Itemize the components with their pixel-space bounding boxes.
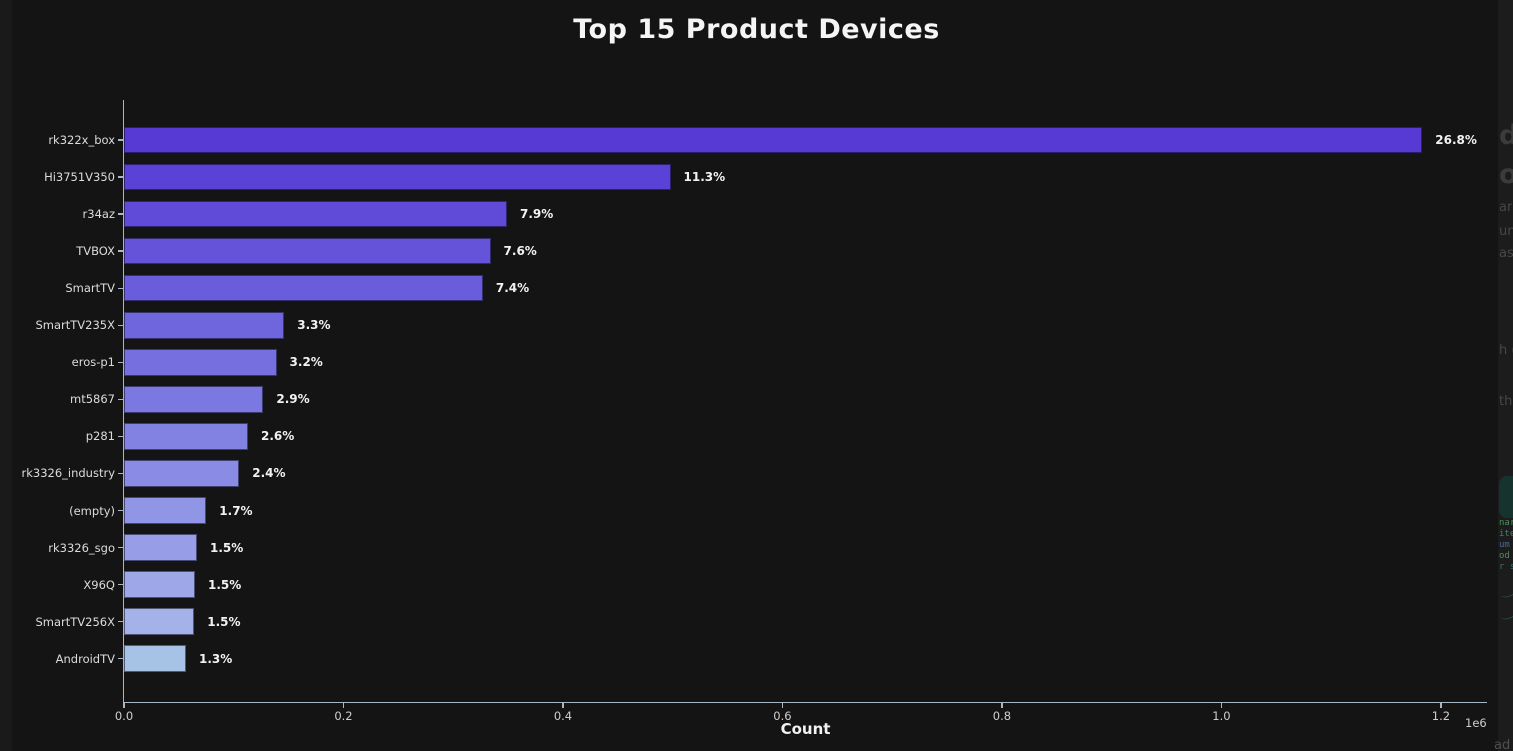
y-tick (118, 509, 123, 512)
bar-value-label: 3.3% (297, 318, 331, 333)
bar-value-label: 3.2% (289, 355, 323, 370)
teal-card-fragment (1499, 476, 1513, 518)
bar-value-label: 7.4% (495, 281, 530, 296)
heading-text-fragment: d (1499, 120, 1513, 151)
y-tick (118, 213, 123, 215)
chart-title: Top 15 Product Devices (573, 14, 940, 45)
x-tick-label: 0.6 (773, 709, 792, 723)
bar (124, 497, 207, 524)
bar (124, 312, 285, 339)
y-tick (118, 620, 123, 623)
x-tick (342, 703, 345, 708)
bar-value-label: 1.5% (209, 540, 244, 555)
x-tick (123, 703, 125, 708)
y-tick (118, 546, 123, 549)
left-margin-strip (0, 0, 12, 751)
x-tick (1440, 703, 1442, 708)
y-tick (118, 361, 123, 363)
bar (124, 608, 195, 635)
bar-value-label: 1.7% (219, 503, 253, 518)
body-text-fragment: un (1499, 224, 1513, 239)
x-tick-label: 0.0 (114, 709, 134, 723)
bar-category-label: rk3326_sgo (48, 540, 115, 555)
x-tick-label: 1.2 (1431, 709, 1451, 723)
code-doodle-line (1499, 585, 1513, 600)
y-tick (118, 176, 123, 178)
body-text-fragment: h ( (1499, 343, 1513, 358)
bar (124, 274, 483, 302)
x-tick-label: 0.4 (553, 709, 573, 723)
bar-category-label: (empty) (69, 503, 115, 518)
y-tick (118, 287, 123, 289)
corner-text-fragment: ad (1494, 738, 1511, 751)
y-tick (118, 398, 123, 401)
bar-value-label: 2.4% (252, 466, 286, 481)
code-text-fragment: um (1499, 540, 1510, 550)
code-text-fragment: od (1499, 551, 1510, 561)
bar-category-label: SmartTV235X (35, 318, 115, 333)
bar-category-label: Hi3751V350 (44, 170, 115, 185)
bar-category-label: eros-p1 (71, 355, 115, 370)
heading-text-fragment: o (1499, 159, 1513, 190)
bar (124, 645, 186, 672)
bar-value-label: 7.6% (503, 244, 537, 259)
bar (124, 386, 264, 413)
y-axis-spine (122, 100, 124, 703)
axis-offset-text: 1e6 (1465, 716, 1487, 730)
x-tick-label: 0.2 (334, 709, 353, 723)
y-tick (118, 472, 123, 475)
body-text-fragment: ar (1499, 200, 1513, 215)
y-tick (118, 250, 123, 252)
code-doodle-line (1499, 607, 1513, 622)
y-tick (118, 658, 123, 660)
bar (124, 200, 507, 228)
bar-value-label: 2.6% (261, 429, 295, 444)
bar-category-label: TVBOX (76, 244, 115, 259)
bar-category-label: r34az (82, 207, 115, 222)
bar-value-label: 26.8% (1435, 133, 1477, 147)
y-tick (118, 583, 123, 586)
x-tick (781, 703, 784, 708)
bar-value-label: 1.3% (199, 651, 233, 666)
bar-value-label: 1.5% (207, 614, 241, 629)
bar (124, 126, 1423, 154)
bar (124, 571, 195, 598)
body-text-fragment: as (1499, 246, 1513, 261)
bar-category-label: rk322x_box (48, 133, 115, 147)
bar (124, 534, 197, 561)
bar-category-label: p281 (85, 429, 115, 444)
bar (124, 423, 248, 450)
bar-category-label: rk3326_industry (21, 466, 115, 481)
bar-value-label: 2.9% (276, 392, 310, 407)
bar (124, 460, 240, 487)
x-tick (1220, 703, 1223, 708)
y-tick (118, 324, 123, 326)
y-tick (118, 139, 123, 141)
bar-category-label: SmartTV256X (35, 614, 115, 629)
x-tick (562, 703, 564, 708)
x-tick (1001, 703, 1003, 708)
bar (124, 163, 671, 191)
x-tick-label: 0.8 (992, 709, 1012, 723)
bar-category-label: mt5867 (70, 392, 115, 407)
code-text-fragment: r s (1499, 562, 1513, 572)
bar-category-label: X96Q (83, 577, 115, 592)
bar (124, 237, 491, 265)
bar-category-label: SmartTV (65, 281, 115, 296)
x-tick-label: 1.0 (1212, 709, 1231, 723)
body-text-fragment: th (1499, 394, 1513, 409)
code-text-fragment: ite (1499, 529, 1513, 539)
bar-value-label: 1.5% (208, 577, 242, 592)
bar (124, 349, 277, 376)
x-axis-spine (122, 701, 1487, 703)
code-text-fragment: nar (1499, 518, 1513, 528)
x-axis-label: Count (780, 720, 831, 738)
bar-value-label: 7.9% (520, 207, 554, 222)
bar-category-label: AndroidTV (55, 651, 115, 666)
y-tick (118, 435, 123, 438)
bar-value-label: 11.3% (683, 170, 726, 185)
